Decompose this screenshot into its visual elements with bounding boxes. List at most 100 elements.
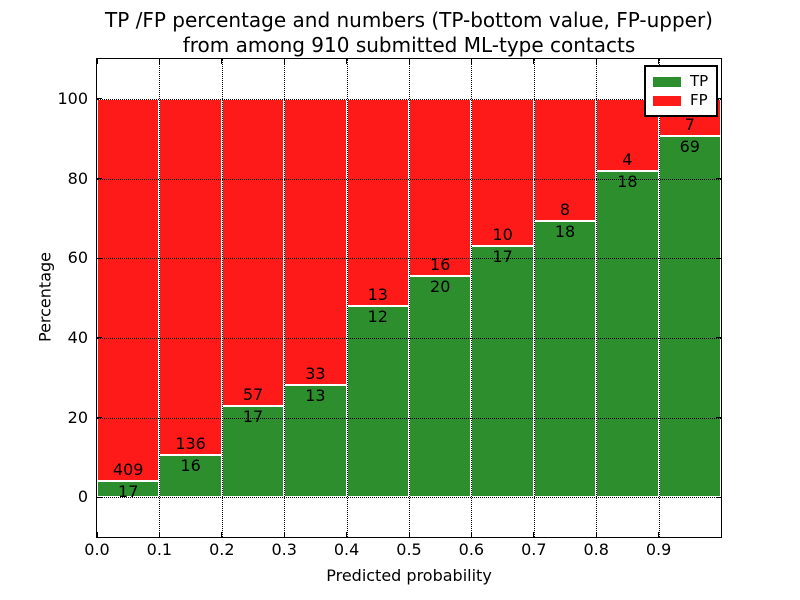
fp-bar-segment [346, 98, 409, 306]
fp-bar-segment [284, 98, 347, 385]
y-tick-label: 40 [67, 327, 88, 347]
y-tick-mark [716, 98, 721, 100]
fp-legend-swatch [653, 95, 681, 106]
tp-bar-segment [658, 135, 721, 498]
tp-count-label: 17 [492, 247, 513, 267]
legend-entry-tp: TP [653, 72, 708, 91]
x-tick-mark [595, 59, 597, 64]
tp-bar-segment [97, 481, 160, 498]
horizontal-gridline [97, 417, 721, 419]
y-tick-label: 80 [67, 168, 88, 188]
x-tick-mark [221, 59, 223, 64]
y-tick-mark [97, 257, 102, 259]
fp-bar-segment [221, 98, 285, 406]
x-tick-label: 0.4 [333, 540, 360, 559]
fp-count-label: 10 [492, 225, 513, 245]
vertical-gridline [658, 59, 660, 537]
tp-count-label: 17 [242, 406, 264, 426]
fp-count-label: 7 [684, 114, 695, 134]
x-tick-mark [408, 59, 410, 64]
horizontal-gridline [97, 178, 721, 180]
fp-count-label: 13 [367, 284, 388, 304]
x-tick-mark [595, 532, 597, 537]
x-tick-mark [720, 59, 722, 64]
fp-legend-label: FP [690, 91, 708, 109]
vertical-gridline [284, 59, 286, 537]
horizontal-gridline [97, 258, 721, 260]
x-tick-label: 0.3 [271, 540, 297, 559]
y-tick-label: 0 [77, 487, 88, 507]
y-tick-mark [97, 496, 102, 498]
tp-count-label: 16 [180, 456, 201, 476]
x-tick-mark [533, 59, 535, 64]
x-tick-mark [346, 532, 348, 537]
fp-bar-segment [97, 98, 160, 482]
x-tick-mark [408, 532, 410, 537]
fp-count-label: 409 [112, 460, 144, 480]
x-tick-mark [221, 532, 223, 537]
x-tick-mark [96, 532, 98, 537]
vertical-gridline [221, 59, 223, 537]
chart-title-line2: from among 910 submitted ML-type contact… [182, 33, 636, 57]
tp-count-label: 69 [679, 136, 700, 156]
x-tick-mark [346, 59, 348, 64]
chart-title: TP /FP percentage and numbers (TP-bottom… [97, 8, 721, 58]
fp-bar-segment [471, 98, 534, 247]
x-tick-mark [470, 532, 472, 537]
tp-bar-segment [471, 246, 534, 498]
tp-bar-segment [533, 221, 597, 498]
y-tick-label: 20 [67, 407, 88, 427]
x-tick-mark [470, 59, 472, 64]
y-tick-label: 100 [57, 88, 88, 108]
x-tick-mark [658, 532, 660, 537]
fp-count-label: 8 [559, 200, 571, 220]
vertical-gridline [409, 59, 410, 537]
tp-count-label: 13 [305, 385, 326, 405]
vertical-gridline [596, 59, 598, 537]
y-tick-mark [716, 417, 721, 418]
horizontal-gridline [97, 337, 721, 339]
x-tick-label: 0.2 [209, 540, 235, 559]
fp-count-label: 16 [430, 254, 451, 274]
x-tick-mark [158, 59, 160, 64]
y-tick-mark [97, 98, 102, 100]
vertical-gridline [471, 59, 473, 537]
tp-count-label: 17 [118, 482, 139, 502]
fp-bar-segment [409, 98, 472, 276]
y-tick-mark [716, 257, 721, 259]
y-tick-label: 60 [67, 248, 88, 268]
y-tick-mark [716, 178, 721, 179]
y-tick-mark [716, 337, 721, 339]
x-tick-mark [158, 532, 160, 537]
fp-count-label: 57 [242, 384, 264, 404]
tp-count-label: 12 [367, 306, 388, 326]
fp-count-label: 33 [305, 363, 326, 383]
x-tick-label: 0.5 [396, 540, 422, 559]
y-tick-mark [97, 178, 102, 179]
vertical-gridline [533, 59, 535, 537]
x-tick-mark [283, 59, 285, 64]
fp-bar-segment [159, 98, 222, 456]
x-tick-mark [96, 59, 98, 64]
horizontal-gridline [97, 98, 721, 100]
x-tick-label: 0.7 [521, 540, 547, 559]
horizontal-gridline [97, 497, 721, 499]
tp-count-label: 20 [430, 276, 451, 296]
tp-legend-label: TP [690, 72, 709, 90]
fp-count-label: 4 [622, 150, 633, 170]
tp-bar-segment [596, 171, 659, 498]
x-tick-label: 0.9 [645, 540, 672, 559]
x-tick-mark [283, 532, 285, 537]
tp-bar-segment [159, 455, 222, 498]
fp-count-label: 136 [175, 434, 206, 454]
tp-bar-segment [346, 305, 409, 498]
x-tick-label: 0.1 [146, 540, 173, 559]
legend: TP FP [644, 65, 719, 117]
y-tick-mark [716, 496, 721, 498]
y-tick-mark [97, 417, 102, 418]
x-tick-label: 0.6 [458, 540, 485, 559]
x-tick-mark [658, 59, 660, 64]
tp-bar-segment [221, 405, 285, 498]
legend-entry-fp: FP [653, 91, 708, 110]
